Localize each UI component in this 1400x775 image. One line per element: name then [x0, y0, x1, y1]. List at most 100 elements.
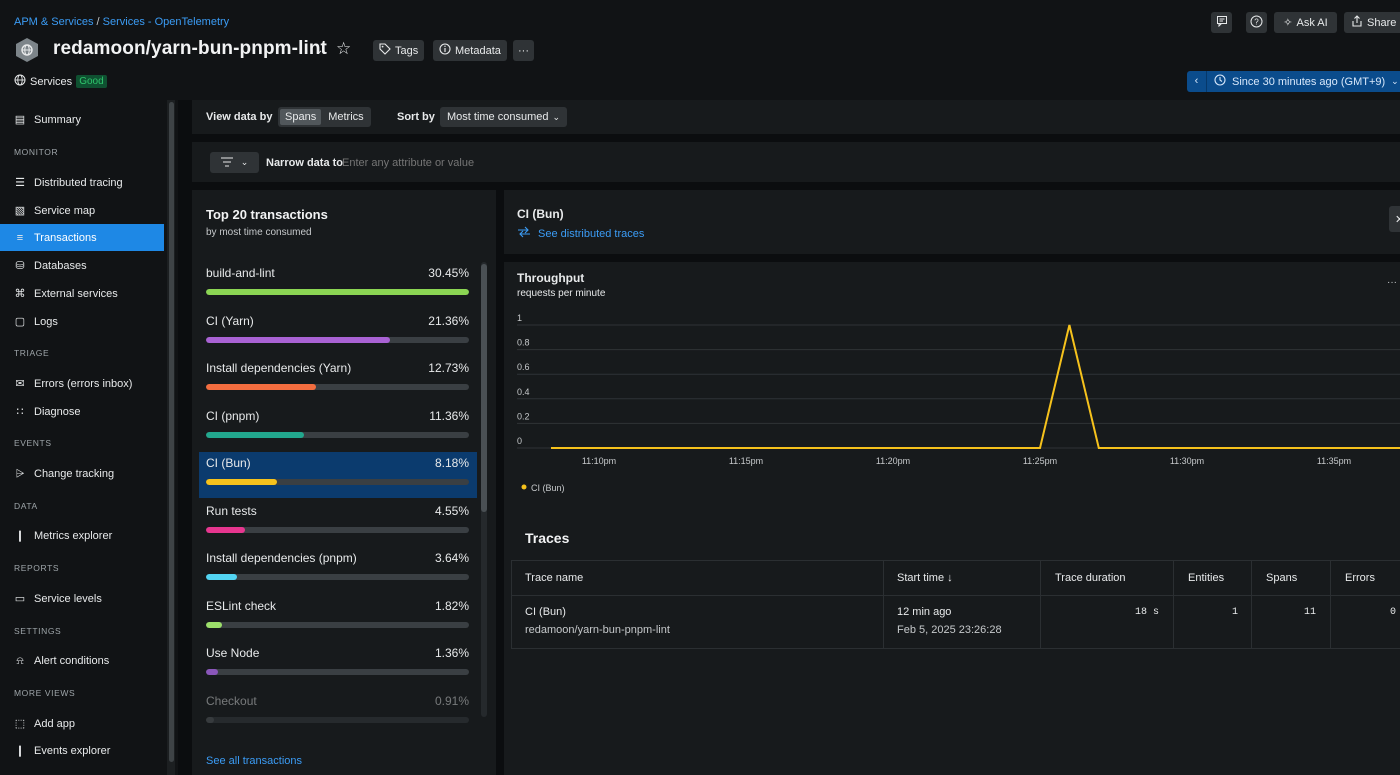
- sidebar-item-databases[interactable]: ⛁ Databases: [0, 252, 164, 279]
- transaction-bar-track: [206, 621, 469, 628]
- transaction-item[interactable]: ESLint check 1.82%: [199, 595, 477, 641]
- time-picker[interactable]: ‹ Since 30 minutes ago (GMT+9) ⌄: [1187, 71, 1400, 92]
- chart-more-button[interactable]: ···: [1387, 277, 1397, 288]
- transaction-item[interactable]: Install dependencies (Yarn) 12.73%: [199, 357, 477, 403]
- previous-time-chevron-icon[interactable]: ‹: [1187, 71, 1207, 92]
- entity-hexagon-icon: [14, 37, 40, 63]
- x-tick-label: 11:25pm: [1023, 456, 1057, 466]
- metadata-button[interactable]: Metadata: [433, 40, 507, 61]
- transaction-item[interactable]: build-and-lint 30.45%: [199, 262, 477, 308]
- x-tick-label: 11:20pm: [876, 456, 910, 466]
- transaction-item[interactable]: CI (Yarn) 21.36%: [199, 310, 477, 356]
- see-all-transactions-link[interactable]: See all transactions: [206, 755, 302, 767]
- transactions-scrollbar-thumb[interactable]: [481, 264, 487, 512]
- transaction-bar-fill: [206, 431, 305, 438]
- transaction-name: CI (Yarn): [206, 313, 254, 328]
- y-tick-label: 0.4: [517, 387, 530, 397]
- close-detail-button[interactable]: ✕: [1389, 206, 1400, 232]
- chevron-down-icon[interactable]: ⌄: [315, 45, 324, 56]
- filter-dropdown-button[interactable]: ⌄: [210, 152, 259, 173]
- narrow-filter-input[interactable]: [342, 152, 742, 174]
- tracing-icon: ☰: [15, 176, 25, 189]
- filter-icon: [220, 156, 233, 170]
- table-column-divider: [1330, 560, 1331, 649]
- nav-section-triage: TRIAGE: [14, 348, 50, 358]
- y-tick-label: 1: [517, 313, 522, 323]
- transaction-item[interactable]: Checkout 0.91%: [199, 690, 477, 736]
- services-label[interactable]: Services: [30, 75, 73, 88]
- share-label: Share: [1367, 16, 1397, 29]
- sidebar-item-label: Errors (errors inbox): [34, 377, 133, 390]
- column-header[interactable]: Spans: [1266, 572, 1298, 584]
- see-distributed-traces-link[interactable]: See distributed traces: [517, 226, 644, 241]
- help-button[interactable]: ?: [1246, 12, 1267, 33]
- transaction-bar-track: [206, 289, 469, 295]
- transaction-bar-fill: [206, 384, 316, 390]
- column-header[interactable]: Errors: [1345, 572, 1375, 584]
- transaction-bar-fill: [206, 479, 277, 485]
- info-icon: [439, 43, 451, 58]
- transaction-percent: 12.73%: [428, 361, 469, 375]
- table-row[interactable]: [511, 596, 1400, 648]
- table-column-divider: [883, 560, 884, 649]
- tags-button[interactable]: Tags: [373, 40, 425, 61]
- transaction-bar-fill: [206, 669, 218, 675]
- transaction-item[interactable]: Use Node 1.36%: [199, 642, 477, 688]
- view-option-metrics[interactable]: Metrics: [328, 111, 364, 123]
- favorite-star-icon[interactable]: ☆: [336, 39, 352, 58]
- summary-icon: ▤: [14, 113, 26, 126]
- y-tick-label: 0: [517, 436, 522, 446]
- sidebar-item-label: Databases: [34, 259, 87, 272]
- sidebar-item-distributed-tracing[interactable]: ☰ Distributed tracing: [0, 169, 164, 196]
- column-header[interactable]: Trace duration: [1055, 572, 1126, 584]
- bell-icon: ⍾: [16, 654, 24, 667]
- more-actions-button[interactable]: ···: [513, 40, 534, 61]
- sidebar-item-change-tracking[interactable]: ⩥ Change tracking: [0, 460, 164, 487]
- column-header[interactable]: Start time ↓: [897, 572, 953, 584]
- transaction-item[interactable]: Run tests 4.55%: [199, 500, 477, 546]
- sidebar-item-summary[interactable]: ▤ Summary: [0, 106, 164, 133]
- sidebar-item-metrics-explorer[interactable]: ❙ Metrics explorer: [0, 522, 164, 549]
- table-column-divider: [1251, 560, 1252, 649]
- transaction-bar-fill: [206, 716, 214, 723]
- legend-swatch: [521, 484, 527, 490]
- breadcrumb-apm-services[interactable]: APM & Services: [14, 16, 94, 28]
- transaction-item[interactable]: CI (pnpm) 11.36%: [199, 405, 477, 451]
- ask-ai-button[interactable]: ✧ Ask AI: [1274, 12, 1337, 33]
- x-tick-label: 11:30pm: [1170, 456, 1204, 466]
- services-status: Services Good: [14, 74, 107, 89]
- transaction-item[interactable]: Install dependencies (pnpm) 3.64%: [199, 547, 477, 593]
- transaction-detail-header: [504, 190, 1400, 254]
- metadata-label: Metadata: [455, 44, 501, 57]
- globe-icon: [14, 74, 26, 89]
- transaction-bar-track: [206, 669, 469, 675]
- sidebar-scrollbar-thumb[interactable]: [169, 102, 174, 762]
- feedback-button[interactable]: [1211, 12, 1232, 33]
- transaction-bar-fill: [206, 526, 246, 533]
- nav-section-data: DATA: [14, 501, 38, 511]
- sidebar-item-alert-conditions[interactable]: ⍾ Alert conditions: [0, 647, 164, 674]
- sidebar-item-events-explorer[interactable]: ❙ Events explorer: [0, 737, 164, 764]
- sidebar-item-transactions[interactable]: ≡ Transactions: [0, 224, 164, 251]
- view-option-spans[interactable]: Spans: [280, 109, 322, 125]
- transaction-item[interactable]: CI (Bun) 8.18%: [199, 452, 477, 498]
- sidebar-item-service-levels[interactable]: ▭ Service levels: [0, 585, 164, 612]
- sidebar-item-logs[interactable]: ▢ Logs: [0, 308, 164, 335]
- sidebar-item-external-services[interactable]: ⌘ External services: [0, 280, 164, 307]
- sidebar-item-errors-errors-inbox[interactable]: ✉ Errors (errors inbox): [0, 370, 164, 397]
- sidebar-item-service-map[interactable]: ▧ Service map: [0, 197, 164, 224]
- time-range-chevron-icon: ⌄: [1391, 76, 1399, 86]
- x-tick-label: 11:10pm: [582, 456, 616, 466]
- transaction-bar-track: [206, 431, 469, 438]
- column-header[interactable]: Entities: [1188, 572, 1225, 584]
- y-tick-label: 0.6: [517, 362, 530, 372]
- sidebar-item-diagnose[interactable]: ∷ Diagnose: [0, 398, 164, 425]
- sidebar-item-add-app[interactable]: ⬚ Add app: [0, 710, 164, 737]
- sort-dropdown[interactable]: Most time consumed ⌄: [440, 107, 568, 127]
- breadcrumb-services-opentelemetry[interactable]: Services - OpenTelemetry: [102, 16, 230, 28]
- share-button[interactable]: Share: [1344, 12, 1400, 33]
- trace-name[interactable]: CI (Bun): [525, 606, 566, 618]
- column-header[interactable]: Trace name: [525, 572, 584, 584]
- legend-label[interactable]: CI (Bun): [531, 483, 565, 493]
- entity-title[interactable]: redamoon/yarn-bun-pnpm-lint: [53, 38, 327, 59]
